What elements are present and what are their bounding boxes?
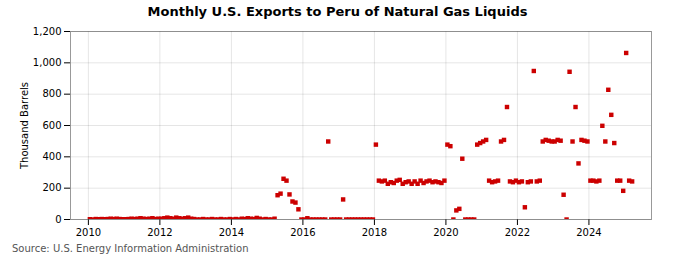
html-text:Source: U.S. Energy Informatio: Source: U.S. Energy Information Administ… [12, 243, 249, 254]
svg-text:2012: 2012 [147, 227, 172, 238]
svg-text:Thousand Barrels: Thousand Barrels [19, 82, 30, 170]
svg-text:2020: 2020 [433, 227, 458, 238]
svg-text:2016: 2016 [290, 227, 315, 238]
svg-text:200: 200 [42, 182, 61, 193]
html-text:Monthly U.S. Exports to Peru o: Monthly U.S. Exports to Peru of Natural … [147, 4, 528, 19]
svg-text:800: 800 [42, 88, 61, 99]
svg-text:1,000: 1,000 [33, 57, 62, 68]
svg-text:2024: 2024 [576, 227, 601, 238]
svg-text:2010: 2010 [76, 227, 101, 238]
svg-text:400: 400 [42, 151, 61, 162]
svg-text:0: 0 [55, 214, 61, 225]
svg-text:2018: 2018 [362, 227, 387, 238]
svg-text:2014: 2014 [219, 227, 244, 238]
svg-text:2022: 2022 [505, 227, 530, 238]
svg-text:600: 600 [42, 120, 61, 131]
svg-text:1,200: 1,200 [33, 26, 62, 37]
